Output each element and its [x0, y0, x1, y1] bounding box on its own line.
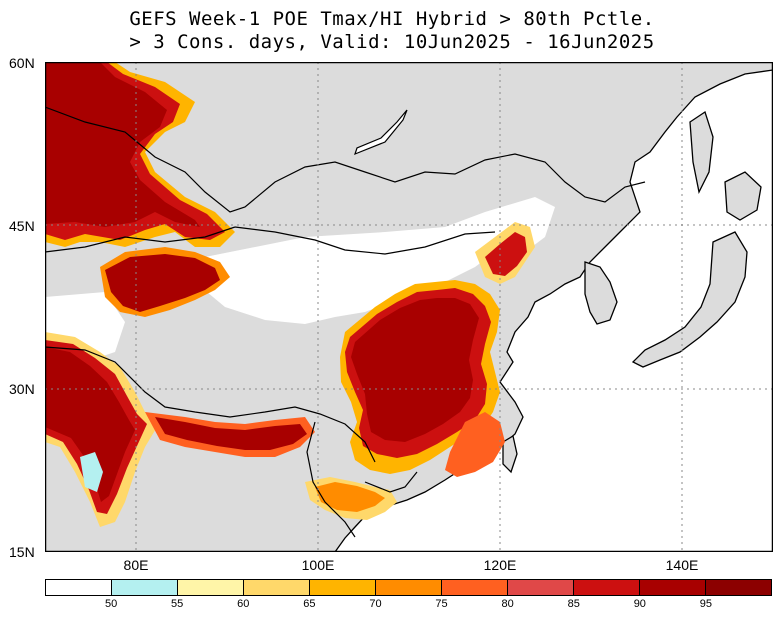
lat-label-30n: 30N — [9, 381, 35, 397]
probability-shading — [45, 62, 535, 527]
colorbar-tick-label: 55 — [171, 598, 184, 610]
colorbar-tick-label: 90 — [633, 598, 646, 610]
lon-label-120e: 120E — [483, 557, 517, 573]
colorbar-swatch — [112, 580, 178, 595]
colorbar-tick-label: 80 — [501, 598, 514, 610]
borders — [45, 106, 646, 538]
map-title-line-2: > 3 Cons. days, Valid: 10Jun2025 - 16Jun… — [129, 31, 655, 53]
colorbar-swatch — [178, 580, 244, 595]
colorbar-tick-label: 50 — [104, 598, 118, 610]
colorbar-swatch — [244, 580, 310, 595]
colorbar — [45, 579, 772, 596]
graticule — [45, 62, 773, 552]
lat-label-15n: 15N — [9, 544, 35, 560]
colorbar-tick-label: 65 — [303, 598, 316, 610]
colorbar-tick-label: 95 — [699, 598, 713, 610]
colorbar-swatch — [706, 580, 771, 595]
lon-label-100e: 100E — [301, 557, 335, 573]
lon-label-140e: 140E — [665, 557, 699, 573]
map-title-line-1: GEFS Week-1 POE Tmax/HI Hybrid > 80th Pc… — [129, 8, 655, 30]
colorbar-swatch — [640, 580, 706, 595]
lat-label-60n: 60N — [9, 55, 35, 71]
colorbar-swatch — [46, 580, 112, 595]
map-plot — [45, 62, 773, 552]
colorbar-tick-label: 60 — [237, 598, 250, 610]
colorbar-swatch — [376, 580, 442, 595]
colorbar-swatch — [574, 580, 640, 595]
colorbar-swatch — [508, 580, 574, 595]
colorbar-tick-label: 75 — [435, 598, 448, 610]
colorbar-swatch — [442, 580, 508, 595]
map-border — [45, 62, 773, 552]
lat-label-45n: 45N — [9, 218, 35, 234]
colorbar-tick-label: 85 — [567, 598, 580, 610]
colorbar-swatch — [310, 580, 376, 595]
colorbar-tick-label: 70 — [369, 598, 382, 610]
lon-label-80e: 80E — [123, 557, 149, 573]
lake-baikal — [354, 109, 408, 156]
